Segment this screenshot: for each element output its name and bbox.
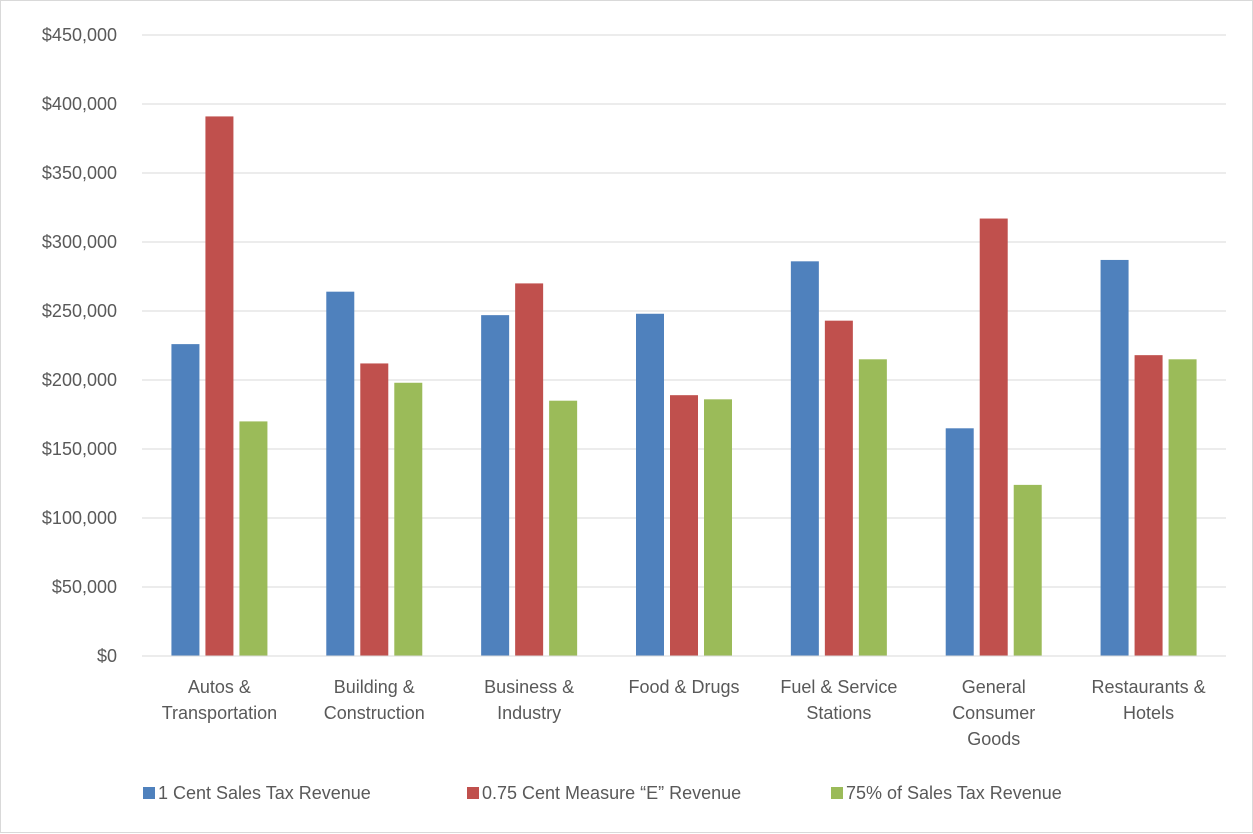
y-tick-label: $150,000 [42,439,117,459]
x-tick-label: Business & [484,677,574,697]
x-tick-label: Consumer [952,703,1035,723]
legend-label: 0.75 Cent Measure “E” Revenue [482,783,741,803]
bar-3-5 [858,359,887,656]
bar-1-2 [326,291,355,656]
y-tick-label: $400,000 [42,94,117,114]
x-tick-label: Industry [497,703,561,723]
x-tick-label: Building & [334,677,415,697]
legend-swatch [467,787,479,799]
bar-3-4 [704,399,732,656]
bars [171,116,1197,657]
legend-label: 1 Cent Sales Tax Revenue [158,783,371,803]
bar-3-6 [1013,484,1042,656]
x-tick-label: Construction [324,703,425,723]
bar-1-4 [636,313,664,656]
bar-2-3 [515,283,544,656]
gridlines [142,34,1226,588]
x-tick-label: Goods [967,729,1020,749]
bar-3-7 [1168,359,1197,656]
y-tick-label: $350,000 [42,163,117,183]
x-axis-tick-labels: Autos & Transportation Building & Construct… [162,677,1206,749]
bar-1-6 [945,428,974,656]
x-tick-label: Autos & [188,677,251,697]
bar-2-1 [205,116,234,657]
bar-1-5 [790,261,819,656]
x-tick-label: Hotels [1123,703,1174,723]
y-tick-label: $450,000 [42,25,117,45]
y-tick-label: $200,000 [42,370,117,390]
x-tick-label: Stations [806,703,871,723]
y-tick-label: $50,000 [52,577,117,597]
bar-1-7 [1100,259,1129,656]
bar-2-5 [824,320,853,656]
x-tick-label: Restaurants & [1092,677,1206,697]
bar-3-1 [239,421,268,656]
bar-2-6 [979,218,1008,657]
bar-1-1 [171,344,200,656]
x-tick-label: General [962,677,1026,697]
legend-swatch [831,787,843,799]
bar-2-4 [670,395,698,656]
bar-2-2 [360,363,389,656]
legend-swatch [143,787,155,799]
legend: 1 Cent Sales Tax Revenue 0.75 Cent Measur… [143,783,1062,803]
bar-2-7 [1134,355,1163,656]
y-tick-label: $0 [97,646,117,666]
y-tick-label: $300,000 [42,232,117,252]
y-tick-label: $250,000 [42,301,117,321]
legend-label: 75% of Sales Tax Revenue [846,783,1062,803]
y-axis-tick-labels: $0 $50,000 $100,000 $150,000 $200,000 $250,00… [42,25,117,666]
y-tick-label: $100,000 [42,508,117,528]
bar-3-2 [394,382,423,656]
x-tick-label: Transportation [162,703,277,723]
x-tick-label: Food & Drugs [628,677,739,697]
bar-3-3 [549,400,578,656]
bar-1-3 [481,315,510,656]
x-tick-label: Fuel & Service [780,677,897,697]
